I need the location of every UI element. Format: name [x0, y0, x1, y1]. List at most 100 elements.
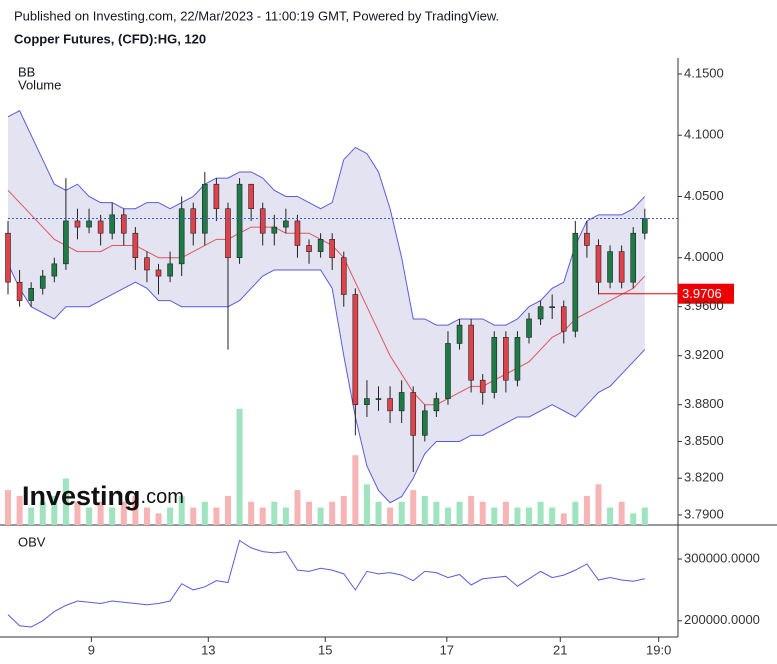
candle-body — [16, 281, 23, 301]
volume-bar — [340, 495, 347, 525]
bb-fill — [8, 110, 645, 503]
volume-bar — [491, 507, 498, 525]
volume-bar — [28, 507, 35, 525]
volume-bar — [456, 501, 463, 525]
y-tick-label: 3.8200 — [684, 470, 724, 485]
volume-bar — [375, 501, 382, 525]
candle-body — [5, 232, 11, 283]
candle-body — [595, 245, 602, 283]
candle-body — [503, 337, 509, 381]
volume-bar — [201, 501, 208, 525]
bb-upper — [7, 110, 646, 326]
candle-body — [190, 208, 197, 234]
candle-body — [39, 275, 46, 289]
volume-bar — [514, 507, 521, 525]
volume-bar — [526, 507, 533, 525]
candle-body — [248, 183, 254, 210]
price-marker-label: 3.9706 — [682, 286, 722, 301]
volume-bar — [618, 501, 625, 525]
volume-bar — [583, 495, 590, 525]
candle-body — [63, 220, 69, 265]
volume-bar — [502, 501, 509, 525]
candle-body — [479, 379, 486, 393]
volume-bar — [259, 507, 266, 525]
volume-bar — [421, 495, 428, 525]
candle-body — [51, 263, 58, 277]
volume-bar — [51, 495, 58, 525]
volume-bar — [271, 501, 278, 525]
y-tick-label: 300000.0000 — [684, 550, 760, 565]
volume-bar — [97, 501, 104, 525]
volume-bar — [120, 501, 127, 525]
volume-bar — [572, 501, 579, 525]
candle-body — [167, 263, 173, 277]
volume-bar — [363, 484, 370, 525]
volume-bar — [109, 507, 116, 525]
candle-body — [329, 239, 335, 259]
volume-bar — [433, 501, 440, 525]
volume-bar — [16, 495, 23, 525]
candle-body — [352, 294, 359, 406]
x-tick-label: 13 — [201, 642, 215, 657]
candle-body — [468, 324, 474, 381]
bb-lower — [7, 263, 646, 504]
candle-body — [456, 324, 463, 344]
obv-line — [7, 539, 645, 628]
volume-bar — [294, 490, 301, 525]
candle-body — [86, 220, 92, 228]
volume-bar — [178, 495, 185, 525]
volume-bar — [595, 484, 602, 525]
y-tick-label: 200000.0000 — [684, 612, 760, 627]
candle-body — [283, 220, 289, 228]
volume-bar — [329, 501, 336, 525]
x-tick-label: 19:0 — [646, 642, 671, 657]
volume-bar — [410, 490, 417, 525]
candle-body — [445, 343, 451, 399]
candle-body — [259, 208, 266, 234]
volume-bar — [167, 507, 174, 525]
candle-body — [630, 232, 637, 283]
candle-body — [28, 288, 34, 301]
candle-body — [236, 183, 243, 259]
bb-middle — [7, 189, 646, 406]
candle-body — [549, 306, 555, 309]
volume-bar — [444, 507, 451, 525]
candle-body — [364, 398, 370, 406]
candle-body — [387, 398, 393, 412]
x-tick-label: 21 — [553, 642, 567, 657]
volume-bar — [39, 501, 46, 525]
volume-bar — [86, 507, 93, 525]
candle-body — [271, 226, 278, 234]
volume-bar — [190, 507, 197, 525]
volume-bar — [630, 513, 637, 525]
y-tick-label: 4.0500 — [684, 188, 724, 203]
x-tick-label: 17 — [440, 642, 454, 657]
volume-bar — [549, 507, 556, 525]
indicator-label: Volume — [18, 77, 61, 92]
candle-body — [178, 208, 185, 265]
x-tick-label: 9 — [88, 642, 95, 657]
volume-bar — [5, 490, 11, 525]
candle-body — [398, 392, 405, 412]
y-tick-label: 3.7900 — [684, 506, 724, 521]
candle-body — [202, 183, 208, 234]
logo: Investing.com — [22, 481, 184, 511]
volume-bar — [317, 507, 324, 525]
volume-bar — [537, 501, 544, 525]
candle-body — [74, 220, 81, 228]
volume-bar — [248, 501, 255, 525]
candle-body — [132, 232, 139, 259]
volume-bar — [641, 507, 648, 525]
candle-body — [560, 306, 567, 332]
volume-bar — [143, 507, 150, 525]
volume-bar — [387, 507, 394, 525]
volume-bar — [213, 507, 220, 525]
candle-body — [120, 214, 127, 234]
candle-body — [97, 220, 104, 234]
y-tick-label: 3.9600 — [684, 298, 724, 313]
volume-bar — [155, 513, 162, 525]
candle-body — [526, 318, 532, 338]
price-marker — [678, 283, 734, 304]
y-tick-label: 4.1500 — [684, 65, 724, 80]
volume-bar — [398, 501, 405, 525]
